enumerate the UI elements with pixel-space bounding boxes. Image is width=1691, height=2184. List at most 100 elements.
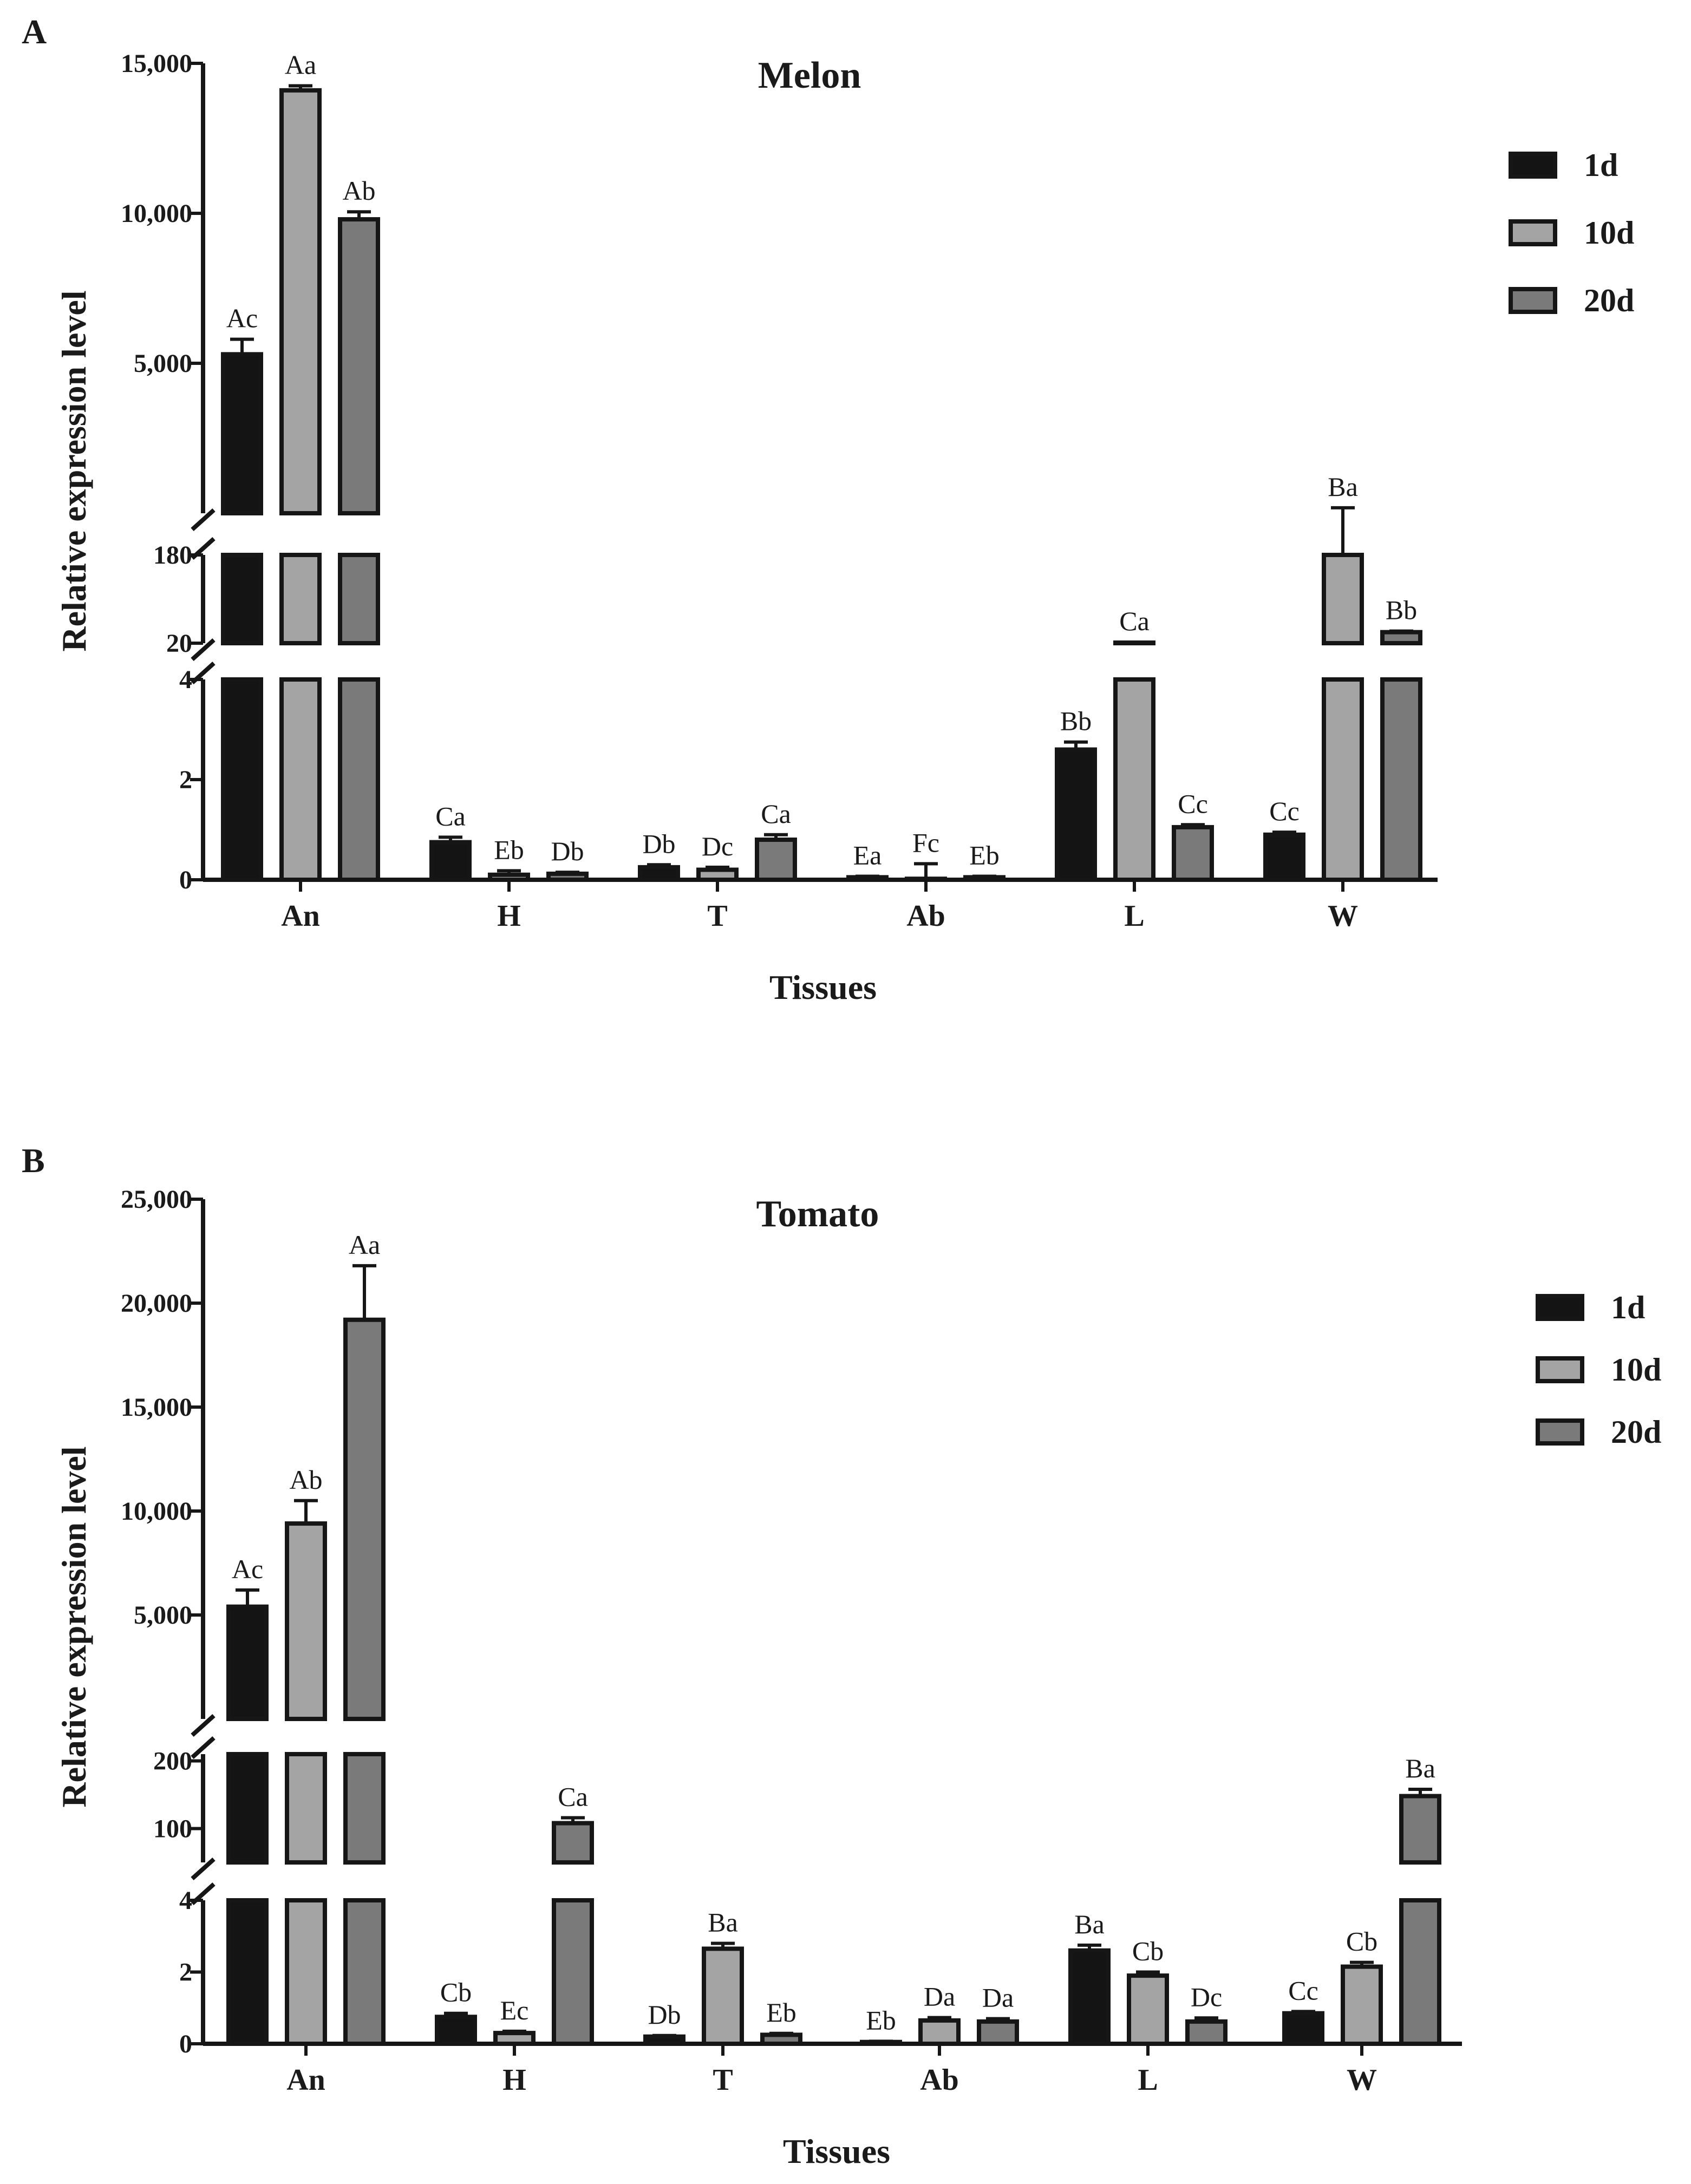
panel-b-bar-10d-Ab	[918, 2018, 961, 2046]
panel-b-legend-label-20d: 20d	[1611, 1414, 1661, 1450]
panel-b-bar-20d-H-seg1	[552, 1821, 594, 1865]
panel-b-x-tick-label-H: H	[502, 2063, 526, 2097]
panel-a-bar-20d-L	[1172, 825, 1214, 882]
panel-a-sig-label-1d-L: Bb	[1060, 706, 1092, 736]
panel-a-bar-1d-An	[221, 677, 263, 882]
panel-b-x-tick-label-T: T	[713, 2063, 733, 2097]
panel-a-legend-swatch-1d	[1509, 152, 1557, 179]
panel-a-sig-label-20d-Ab: Eb	[969, 840, 1000, 871]
panel-a-axis-break-1-lower	[191, 537, 216, 560]
panel-a-legend-swatch-20d	[1509, 287, 1557, 314]
panel-a-x-tick-label-Ab: Ab	[906, 899, 945, 933]
panel-b-y-tick-label-10000: 10,000	[121, 1497, 192, 1526]
panel-a-sig-label-10d-W: Ba	[1328, 472, 1358, 502]
panel-a-x-tick-label-L: L	[1124, 899, 1144, 933]
panel-a-x-tick-label-W: W	[1328, 899, 1358, 933]
panel-b-sig-label-20d-L: Dc	[1191, 1982, 1222, 2012]
panel-b-x-tick-label-Ab: Ab	[920, 2063, 959, 2097]
panel-b-bar-20d-H	[552, 1898, 594, 2046]
panel-b-legend-swatch-20d	[1536, 1418, 1584, 1446]
panel-b-sig-label-10d-W: Cb	[1346, 1926, 1377, 1957]
panel-b-sig-label-1d-W: Cc	[1288, 1975, 1318, 2005]
panel-a-bar-20d-An-seg2	[338, 217, 380, 515]
panel-b-y-tick-label-25000: 25,000	[121, 1185, 192, 1214]
panel-b-sig-label-10d-T: Ba	[708, 1907, 738, 1938]
panel-b-y-tick-label-0: 0	[179, 2030, 192, 2058]
panel-a-sig-label-20d-H: Db	[551, 836, 584, 866]
panel-b-y-tick-label-200: 200	[153, 1747, 192, 1776]
panel-b-x-tick-label-L: L	[1138, 2063, 1158, 2097]
panel-b-bar-20d-An-seg2	[343, 1317, 386, 1721]
panel-b-bar-10d-T	[702, 1946, 744, 2046]
panel-b-y-tick-label-4: 4	[179, 1886, 192, 1915]
panel-b-y-axis-title: Relative expression level	[55, 1446, 93, 1807]
panel-a-sig-label-10d-L: Ca	[1119, 606, 1150, 636]
panel-b-bar-1d-W	[1282, 2011, 1324, 2046]
panel-b-sig-label-20d-W: Ba	[1405, 1753, 1435, 1783]
panel-b-bar-1d-An-seg1	[226, 1752, 269, 1865]
panel-b-legend-swatch-10d	[1536, 1356, 1584, 1383]
panel-a-y-axis-title: Relative expression level	[55, 290, 93, 651]
panel-b-sig-label-1d-L: Ba	[1074, 1909, 1105, 1939]
panel-b-bar-10d-An-seg2	[285, 1521, 327, 1722]
panel-a-sig-label-10d-T: Dc	[702, 831, 733, 861]
panel-b-axis-break-0-lower	[191, 1882, 216, 1905]
panel-b-bar-10d-An-seg1	[285, 1752, 327, 1865]
panel-a-bar-1d-An-seg1	[221, 553, 263, 645]
panel-a-sig-label-10d-An: Aa	[285, 50, 316, 80]
panel-a-x-axis-title: Tissues	[769, 968, 877, 1006]
panel-a-sig-label-10d-H: Eb	[494, 834, 524, 865]
panel-b-sig-label-20d-An: Aa	[349, 1230, 380, 1260]
panel-a-bar-20d-An	[338, 677, 380, 882]
panel-a-bar-10d-An-seg2	[279, 88, 322, 516]
panel-a-y-tick-label-180: 180	[153, 541, 192, 570]
panel-b-sig-label-1d-H: Cb	[440, 1977, 472, 2008]
panel-a-sig-label-1d-W: Cc	[1269, 796, 1300, 826]
panel-a-title: Melon	[758, 55, 861, 96]
panel-b-chart: Tomato Relative expression level Tissues…	[55, 1185, 1661, 2170]
panel-a-sig-label-20d-An: Ab	[342, 175, 375, 206]
panel-b-bar-10d-W	[1341, 1964, 1383, 2046]
panel-a-bar-1d-H	[429, 840, 472, 882]
panel-b-letter: B	[22, 1141, 45, 1180]
panel-a-sig-label-1d-Ab: Ea	[853, 840, 882, 871]
panel-b-x-axis-title: Tissues	[783, 2132, 890, 2170]
panel-b-y-tick-label-100: 100	[153, 1815, 192, 1843]
panel-a-bar-1d-L	[1055, 747, 1097, 882]
panel-a-sig-label-10d-Ab: Fc	[912, 827, 939, 858]
panel-a-sig-label-1d-An: Ac	[226, 303, 258, 334]
panel-b-y-tick-label-20000: 20,000	[121, 1289, 192, 1318]
panel-a-bar-10d-W	[1322, 677, 1364, 882]
panel-b-sig-label-20d-Ab: Da	[982, 1983, 1014, 2013]
panel-b-sig-label-1d-An: Ac	[232, 1554, 263, 1584]
panel-a-axis-break-0-lower	[191, 662, 216, 684]
panel-a-x-tick-label-H: H	[497, 899, 521, 933]
panel-b-y-tick-label-2: 2	[179, 1958, 192, 1987]
panel-a-legend-label-1d: 1d	[1584, 147, 1618, 183]
panel-a-bar-20d-W	[1380, 677, 1422, 882]
panel-a-bar-1d-W	[1263, 832, 1305, 882]
panel-b-sig-label-20d-T: Eb	[766, 1997, 796, 2028]
panel-b-sig-label-10d-An: Ab	[289, 1464, 322, 1495]
panel-a-legend-label-10d: 10d	[1584, 215, 1634, 251]
panel-b-sig-label-1d-Ab: Eb	[866, 2005, 896, 2035]
panel-b-bar-1d-H	[435, 2015, 477, 2046]
panel-b-bar-20d-Ab	[977, 2019, 1019, 2046]
panel-b-y-tick-label-15000: 15,000	[121, 1393, 192, 1422]
panel-b-y-tick-label-5000: 5,000	[134, 1601, 192, 1630]
panel-a-y-tick-label-5000: 5,000	[134, 349, 192, 378]
panel-b-legend-swatch-1d	[1536, 1294, 1584, 1321]
panel-b-x-tick-label-W: W	[1347, 2063, 1377, 2097]
panel-b-bar-10d-L	[1127, 1973, 1169, 2046]
panel-b-bar-10d-An	[285, 1898, 327, 2046]
panel-a-sig-label-1d-H: Ca	[435, 801, 466, 831]
panel-a-bar-20d-T	[755, 838, 797, 882]
panel-b-title: Tomato	[756, 1193, 879, 1235]
panel-a-bar-20d-W-seg1	[1380, 630, 1422, 645]
panel-a-y-tick-label-20: 20	[166, 629, 192, 658]
panel-b-x-tick-label-An: An	[286, 2063, 325, 2097]
panel-b-sig-label-10d-H: Ec	[500, 1995, 529, 2025]
panel-a-sig-label-20d-W: Bb	[1386, 595, 1417, 625]
panel-a-y-tick-label-2: 2	[179, 766, 192, 794]
panel-b-sig-label-10d-L: Cb	[1132, 1936, 1164, 1966]
